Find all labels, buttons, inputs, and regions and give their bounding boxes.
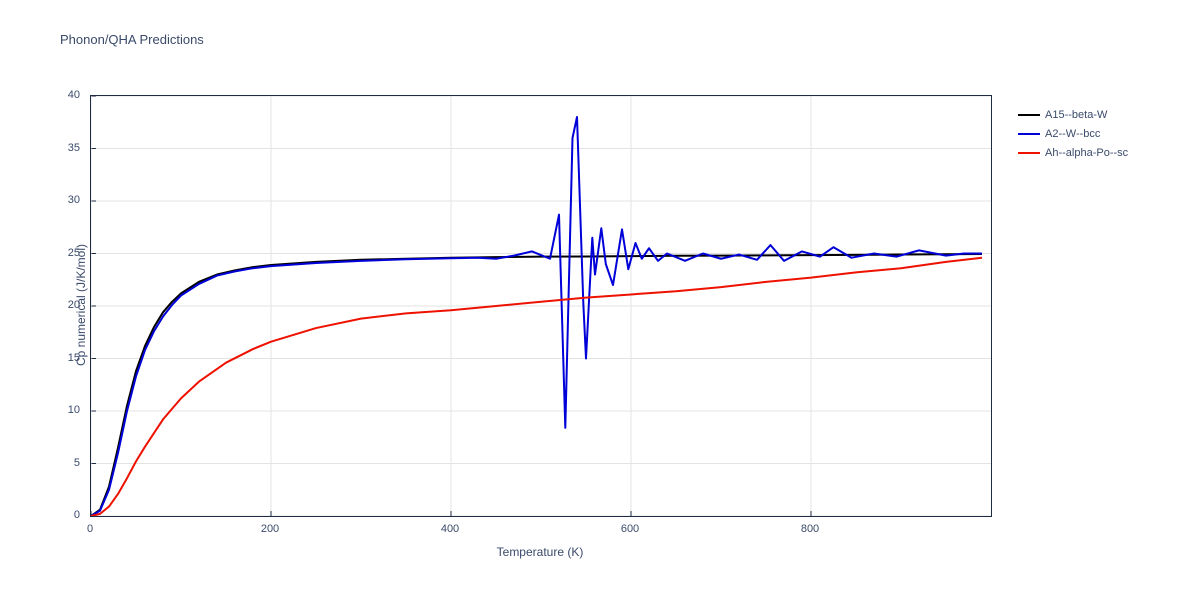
y-tick-label: 25 [68, 247, 80, 259]
legend: A15--beta-W A2--W--bcc Ah--alpha-Po--sc [1018, 108, 1128, 165]
series-line [91, 258, 982, 516]
y-tick-label: 35 [68, 142, 80, 154]
chart-container: Phonon/QHA Predictions Cp numerical (J/K… [0, 0, 1200, 600]
x-tick-label: 200 [261, 523, 279, 535]
legend-label: Ah--alpha-Po--sc [1045, 147, 1128, 159]
x-tick-labels: 0 200 400 600 800 [90, 518, 990, 538]
legend-label: A2--W--bcc [1045, 128, 1100, 140]
y-tick-label: 10 [68, 404, 80, 416]
y-tick-label: 40 [68, 89, 80, 101]
plot-svg [91, 96, 991, 516]
series-line [91, 254, 982, 516]
chart-title: Phonon/QHA Predictions [60, 32, 204, 47]
y-tick-label: 5 [74, 457, 80, 469]
legend-swatch [1018, 152, 1040, 154]
legend-item[interactable]: A2--W--bcc [1018, 127, 1128, 141]
legend-label: A15--beta-W [1045, 109, 1107, 121]
series-line [91, 117, 982, 516]
y-tick-label: 30 [68, 194, 80, 206]
x-tick-label: 800 [801, 523, 819, 535]
legend-item[interactable]: A15--beta-W [1018, 108, 1128, 122]
plot-area [90, 95, 992, 517]
x-tick-label: 0 [87, 523, 93, 535]
legend-swatch [1018, 114, 1040, 116]
y-tick-labels: 0510152025303540 [0, 95, 85, 515]
legend-item[interactable]: Ah--alpha-Po--sc [1018, 146, 1128, 160]
legend-swatch [1018, 133, 1040, 135]
y-tick-label: 20 [68, 299, 80, 311]
x-axis-label: Temperature (K) [90, 545, 990, 559]
y-tick-label: 0 [74, 509, 80, 521]
x-tick-label: 600 [621, 523, 639, 535]
y-tick-label: 15 [68, 352, 80, 364]
x-tick-label: 400 [441, 523, 459, 535]
